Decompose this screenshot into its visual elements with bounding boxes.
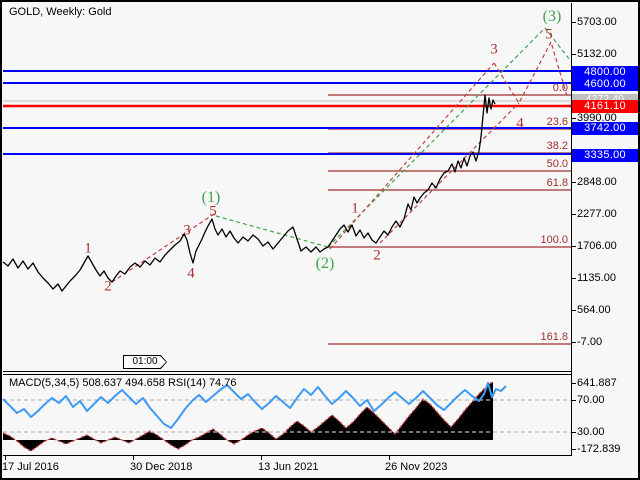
- y-tick-3990: 3990.00: [577, 112, 617, 124]
- y-tick-564: 564.00: [577, 304, 611, 316]
- wave-label-c1: (1): [201, 189, 221, 206]
- y-axis-tickmark: [571, 214, 576, 215]
- rsi-line: [2, 382, 507, 429]
- fib-label-100.0: 100.0: [540, 234, 568, 246]
- panel-tick-neg172: -172.839: [577, 443, 621, 455]
- y-tick-1706: 1706.00: [577, 240, 617, 252]
- panel-axis-tickmark: [571, 383, 576, 384]
- y-axis-tickmark: [571, 310, 576, 311]
- price-line: [2, 94, 496, 292]
- wave-label-c3: (3): [542, 8, 562, 25]
- panel-tick-30: 30.00: [577, 426, 605, 438]
- x-axis-tickmark: [133, 455, 134, 460]
- wave-label-2a: 2: [104, 278, 112, 295]
- x-tick-2016: 17 Jul 2016: [2, 461, 59, 473]
- x-tick-2018: 30 Dec 2018: [130, 461, 193, 473]
- x-axis-tickmark: [5, 455, 6, 460]
- price-badge-4600: 4600.00: [572, 78, 638, 91]
- panel-axis-tickmark: [571, 400, 576, 401]
- y-axis-tickmark: [571, 182, 576, 183]
- trend-red-dashed-4: [493, 41, 568, 104]
- x-axis-tickmark: [389, 455, 390, 460]
- symbol-title: GOLD, Weekly: Gold: [9, 6, 112, 18]
- macd-signal-line: [2, 381, 494, 452]
- y-tick-1135: 1135.00: [577, 272, 616, 284]
- wave-label-2b: 2: [373, 247, 381, 264]
- panel-tick-70: 70.00: [577, 394, 605, 406]
- wave-label-3a: 3: [183, 222, 191, 239]
- y-tick-5132: 5132.00: [577, 48, 617, 60]
- wave-label-1a: 1: [84, 240, 92, 257]
- panel-axis-tickmark: [571, 449, 576, 450]
- x-tick-2023: 26 Nov 2023: [385, 461, 448, 473]
- indicator-title: MACD(5,34,5) 508.637 494.658 RSI(14) 74.…: [9, 377, 237, 389]
- main-chart-bottom-border: [3, 371, 572, 372]
- fib-label-0.0: 0.0: [552, 82, 568, 94]
- wave-label-5b: 5: [545, 26, 553, 43]
- price-badge-3742: 3742.00: [572, 122, 638, 135]
- y-tick-5703: 5703.00: [577, 16, 617, 28]
- panel-axis-tickmark: [571, 432, 576, 433]
- x-axis-tickmark: [261, 455, 262, 460]
- macd-histogram: [3, 382, 493, 451]
- fib-label-38.2: 38.2: [546, 140, 568, 152]
- y-tick-2277: 2277.00: [577, 208, 617, 220]
- fib-label-50.0: 50.0: [546, 158, 568, 170]
- time-tag[interactable]: 01:00: [123, 355, 167, 369]
- x-tick-2021: 13 Jun 2021: [258, 461, 319, 473]
- fib-label-161.8: 161.8: [540, 331, 568, 343]
- y-axis-tickmark: [571, 54, 576, 55]
- y-tick-2848: 2848.00: [577, 176, 617, 188]
- fib-label-23.6: 23.6: [546, 116, 568, 128]
- indicator-panel-bottom-border: [3, 455, 572, 456]
- wave-label-5a: 5: [209, 203, 217, 220]
- trend-red-dashed-2: [329, 62, 495, 250]
- panel-tick-641: 641.887: [577, 377, 617, 389]
- y-tick-minus7: -7.00: [577, 336, 603, 348]
- y-axis-tickmark: [571, 22, 576, 23]
- wave-label-3b: 3: [490, 41, 498, 58]
- wave-label-c2: (2): [315, 255, 335, 272]
- trend-green-dashed-1: [215, 215, 329, 248]
- price-axis-line: [571, 3, 572, 455]
- price-badge-4800: 4800.00: [572, 66, 638, 79]
- fib-label-61.8: 61.8: [546, 177, 568, 189]
- price-badge-current: 4161.10: [572, 100, 638, 113]
- y-axis-tickmark: [571, 118, 576, 119]
- wave-label-4a: 4: [187, 265, 195, 282]
- wave-label-4b: 4: [516, 115, 524, 132]
- indicator-panel-top-border: [3, 374, 572, 375]
- price-badge-3335: 3335.00: [572, 149, 638, 162]
- y-axis-tickmark: [571, 246, 576, 247]
- trend-red-dashed-3: [379, 102, 520, 244]
- y-axis-tickmark: [571, 278, 576, 279]
- time-tag-label: 01:00: [124, 356, 166, 368]
- wave-label-1b: 1: [351, 200, 359, 217]
- y-axis-tickmark: [571, 342, 576, 343]
